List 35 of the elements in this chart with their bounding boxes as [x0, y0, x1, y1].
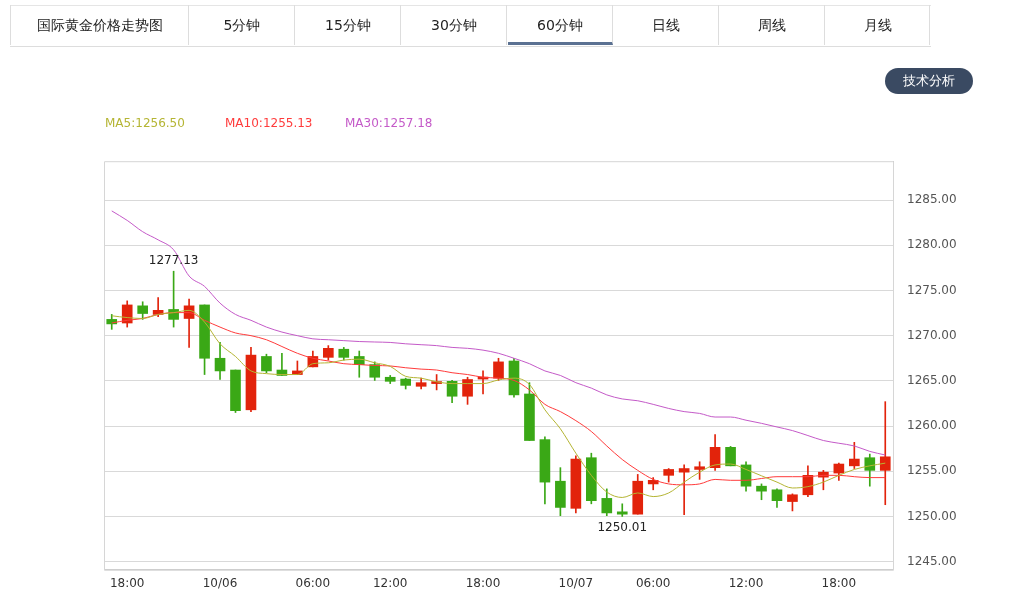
x-tick-label: 18:00: [465, 576, 501, 591]
x-tick-label: 18:00: [821, 576, 857, 591]
x-tick-label: 18:00: [109, 576, 145, 591]
y-tick-label: 1255.00: [907, 463, 957, 478]
x-tick-label: 06:00: [295, 576, 331, 591]
text: 15分钟: [296, 5, 401, 45]
text: MA5:1256.50: [105, 116, 186, 130]
text: MA10:1255.13: [225, 116, 314, 130]
text: 60分钟: [508, 5, 613, 45]
x-tick-label: 10/06: [202, 576, 238, 591]
y-tick-label: 1250.00: [907, 508, 957, 523]
text: 日线: [614, 5, 719, 45]
text: 周线: [720, 5, 825, 45]
y-tick-label: 1270.00: [907, 327, 957, 342]
x-tick-label: 06:00: [635, 576, 671, 591]
y-tick-label: 1285.00: [907, 192, 957, 207]
text: 30分钟: [402, 5, 507, 45]
y-tick-label: 1280.00: [907, 237, 957, 252]
chart-title: 国际黄金价格走势图: [10, 5, 189, 45]
x-tick-label: 12:00: [372, 576, 408, 591]
annotation: 1250.01: [597, 520, 648, 535]
text: 月线: [826, 5, 930, 45]
x-tick-label: 10/07: [558, 576, 594, 591]
y-tick-label: 1260.00: [907, 418, 957, 433]
candlestick: [879, 401, 891, 506]
y-tick-label: 1245.00: [907, 553, 957, 568]
candlestick: [616, 503, 628, 517]
y-tick-label: 1265.00: [907, 372, 957, 387]
candlestick: [678, 464, 690, 515]
text: MA30:1257.18: [345, 116, 434, 130]
text: 5分钟: [190, 5, 295, 45]
text: 技术分析: [885, 68, 973, 94]
annotation: 1277.13: [148, 253, 199, 268]
y-tick-label: 1275.00: [907, 282, 957, 297]
x-tick-label: 12:00: [728, 576, 764, 591]
